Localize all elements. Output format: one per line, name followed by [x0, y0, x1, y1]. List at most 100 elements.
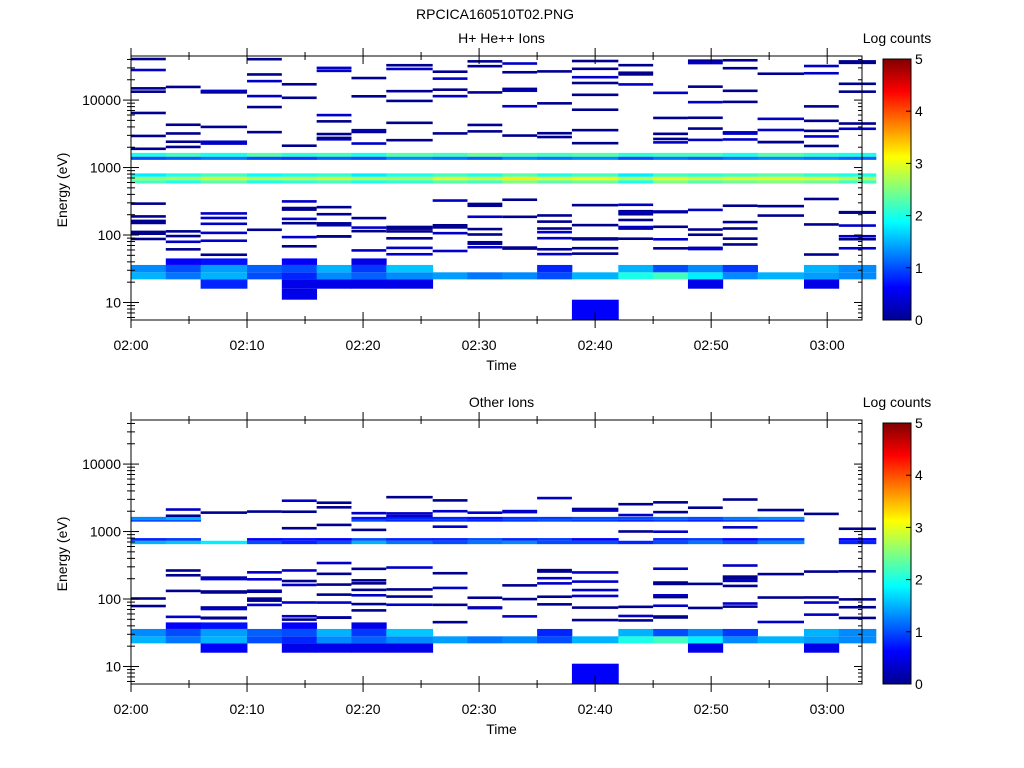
heatmap-cell [571, 540, 619, 545]
sparse-count-mark [571, 223, 619, 227]
sparse-count-mark [687, 247, 723, 251]
heatmap-cell [687, 173, 724, 177]
heatmap-cell [351, 516, 387, 520]
sparse-count-mark [247, 79, 282, 83]
sparse-count-mark [757, 140, 804, 144]
heatmap-cell [467, 272, 503, 280]
heatmap-cell [722, 176, 758, 181]
sparse-count-mark [571, 237, 619, 240]
sparse-count-mark [200, 91, 248, 94]
heatmap-cell [386, 628, 434, 637]
sparse-count-mark [502, 198, 538, 202]
heatmap-cell [281, 622, 318, 629]
sparse-count-mark [502, 584, 538, 587]
heatmap-cell [571, 176, 619, 181]
heatmap-cell [722, 272, 758, 280]
heatmap-cell [722, 173, 758, 177]
sparse-count-mark [316, 136, 352, 140]
x-tick-label: 03:00 [810, 701, 845, 717]
sparse-count-mark [386, 566, 433, 569]
sparse-count-mark [653, 116, 688, 120]
heatmap-cell [537, 519, 573, 522]
sparse-count-mark [165, 234, 201, 238]
heatmap-cell [200, 540, 248, 545]
sparse-count-mark [838, 127, 876, 131]
colorbar-tick-label: 1 [915, 624, 923, 640]
heatmap-cell [386, 176, 434, 181]
sparse-count-mark [757, 72, 804, 76]
heatmap-cell [165, 264, 202, 273]
sparse-count-mark [803, 223, 839, 226]
heatmap-cell [432, 152, 468, 157]
sparse-count-mark [316, 501, 352, 505]
heatmap-cell [571, 152, 619, 157]
sparse-count-mark [131, 90, 166, 93]
heatmap-cell [467, 538, 503, 541]
sparse-count-mark [618, 212, 654, 216]
heatmap-cell [351, 264, 387, 273]
heatmap-cell [386, 180, 434, 184]
sparse-count-mark [281, 569, 317, 572]
sparse-count-mark [281, 217, 317, 221]
sparse-count-mark [653, 593, 688, 597]
sparse-count-mark [281, 579, 317, 583]
heatmap-cell [757, 516, 805, 520]
heatmap-cell [467, 152, 503, 157]
sparse-count-mark [316, 138, 352, 141]
sparse-count-mark [618, 203, 654, 207]
heatmap-cell [432, 156, 468, 160]
heatmap-cell [838, 264, 877, 273]
heatmap-cell [200, 180, 248, 184]
sparse-count-mark [757, 214, 804, 217]
sparse-count-mark [351, 229, 387, 233]
sparse-count-mark [386, 252, 433, 256]
heatmap-cell [281, 264, 318, 273]
heatmap-cell [757, 173, 805, 177]
sparse-count-mark [722, 237, 758, 240]
heatmap-cell [247, 636, 283, 644]
heatmap-cell [351, 636, 387, 644]
sparse-count-mark [687, 233, 723, 237]
heatmap-cell [838, 272, 877, 280]
colorbar-tick-label: 4 [915, 467, 923, 483]
x-axis-label: Time [486, 721, 517, 737]
heatmap-cell [618, 516, 654, 520]
sparse-count-mark [200, 591, 248, 594]
sparse-count-mark [757, 204, 804, 208]
sparse-count-mark [386, 512, 433, 515]
heatmap-cell [757, 272, 805, 280]
heatmap-cell [618, 173, 654, 177]
sparse-count-mark [165, 589, 201, 593]
sparse-count-mark [432, 571, 468, 575]
heatmap-cell [165, 538, 202, 541]
heatmap-cell [316, 152, 352, 157]
heatmap-cell [653, 180, 689, 184]
heatmap-cell [687, 643, 724, 653]
sparse-count-mark [316, 212, 352, 216]
x-tick-label: 02:50 [694, 337, 729, 353]
sparse-count-mark [200, 253, 248, 257]
sparse-count-mark [653, 137, 688, 141]
heatmap-cell [502, 519, 538, 522]
colorbar-tick-label: 1 [915, 260, 923, 276]
heatmap-cell [687, 180, 724, 184]
sparse-count-mark [467, 130, 503, 133]
sparse-count-mark [838, 237, 876, 241]
sparse-count-mark [281, 221, 317, 225]
sparse-count-mark [467, 511, 503, 514]
heatmap-cell [838, 156, 877, 160]
sparse-count-mark [571, 618, 619, 622]
sparse-count-mark [165, 132, 201, 135]
heatmap-cell [432, 176, 468, 181]
y-axis: 10 100 1000 10000 [82, 58, 862, 318]
sparse-count-mark [757, 508, 804, 512]
sparse-count-mark [757, 572, 804, 576]
heatmap-cell [757, 519, 805, 522]
colorbar-scale [882, 422, 912, 685]
heatmap-cell [618, 180, 654, 184]
heatmap-cell [281, 152, 318, 157]
sparse-count-mark [571, 67, 619, 71]
heatmap-cell [316, 538, 352, 541]
heatmap-cell [386, 152, 434, 157]
sparse-count-mark [803, 129, 839, 133]
